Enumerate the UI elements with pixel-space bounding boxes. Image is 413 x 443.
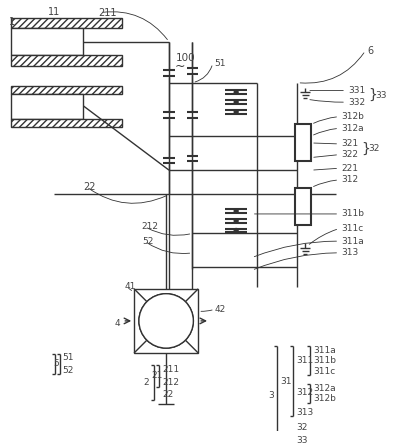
Bar [11, 28, 83, 55]
Circle shape [234, 219, 238, 223]
Bar [134, 289, 198, 353]
Text: 311a: 311a [341, 237, 364, 246]
Circle shape [139, 294, 193, 348]
Circle shape [234, 90, 238, 94]
Text: 2: 2 [144, 378, 150, 387]
Bar [11, 94, 83, 119]
Text: 331: 331 [348, 86, 365, 95]
Text: 311c: 311c [341, 224, 363, 233]
Text: 332: 332 [348, 97, 365, 107]
Text: 21: 21 [152, 371, 163, 380]
Text: }: } [368, 88, 377, 102]
Bar [11, 18, 122, 28]
Text: 22: 22 [83, 182, 96, 192]
Circle shape [234, 229, 238, 233]
Text: 321: 321 [341, 140, 358, 148]
Text: 42: 42 [215, 305, 226, 314]
Text: 313: 313 [297, 408, 314, 417]
Circle shape [139, 294, 193, 348]
Text: 212: 212 [142, 222, 159, 231]
Text: 311a: 311a [313, 346, 336, 354]
Bar [11, 55, 122, 66]
Text: 312b: 312b [341, 112, 364, 121]
Text: 311b: 311b [341, 210, 364, 218]
Text: 211: 211 [162, 365, 179, 374]
Text: 33: 33 [375, 91, 387, 100]
Text: 3: 3 [268, 391, 274, 400]
Text: 311c: 311c [313, 367, 335, 376]
Circle shape [234, 209, 238, 213]
Text: 100: 100 [176, 53, 195, 63]
Text: 41: 41 [124, 282, 136, 291]
Text: }: } [362, 142, 370, 156]
Text: 211: 211 [98, 8, 116, 18]
Circle shape [234, 100, 238, 104]
Text: 4: 4 [114, 319, 120, 328]
Text: 312a: 312a [313, 384, 336, 392]
Text: 312: 312 [297, 389, 313, 397]
Text: 51: 51 [62, 354, 74, 362]
Text: 322: 322 [341, 150, 358, 159]
Text: 312b: 312b [313, 394, 336, 403]
Text: 5: 5 [53, 359, 59, 368]
Text: 311b: 311b [313, 356, 336, 365]
Text: 22: 22 [162, 390, 173, 399]
Text: 1: 1 [9, 17, 15, 27]
Bar [11, 85, 122, 94]
Text: 313: 313 [341, 249, 358, 257]
Text: 11: 11 [47, 7, 60, 17]
Bar [295, 124, 311, 161]
Text: 6: 6 [368, 46, 374, 55]
Bar [295, 188, 311, 225]
Text: 33: 33 [297, 436, 308, 443]
Text: 221: 221 [341, 164, 358, 173]
Bar [11, 119, 122, 128]
Text: 312: 312 [341, 175, 358, 184]
Text: 52: 52 [62, 366, 74, 375]
Text: ~: ~ [175, 60, 185, 73]
Text: 51: 51 [215, 59, 226, 68]
Text: 52: 52 [142, 237, 153, 246]
Text: 32: 32 [297, 424, 308, 432]
Text: 312a: 312a [341, 124, 364, 133]
Text: 31: 31 [280, 377, 292, 386]
Text: 32: 32 [368, 144, 380, 153]
Circle shape [234, 110, 238, 114]
Text: 311: 311 [297, 356, 314, 365]
Text: 212: 212 [162, 378, 179, 387]
